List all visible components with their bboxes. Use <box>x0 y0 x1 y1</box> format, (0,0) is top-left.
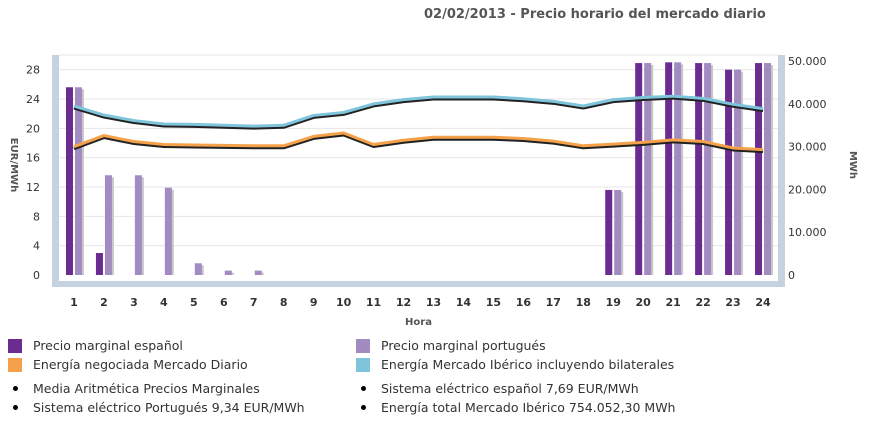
x-tick-label: 16 <box>516 296 532 309</box>
x-tick-label: 14 <box>456 296 472 309</box>
legend-bullet-icon <box>361 386 366 391</box>
bar-precio-portugues <box>734 69 742 276</box>
bar-precio-portugues <box>194 263 202 275</box>
bar-precio-portugues <box>74 87 82 276</box>
x-tick-label: 21 <box>665 296 680 309</box>
bar-precio-portugues <box>104 175 112 275</box>
y-left-tick-label: 12 <box>26 181 40 194</box>
x-tick-label: 17 <box>546 296 561 309</box>
x-tick-label: 15 <box>486 296 501 309</box>
bar-precio-portugues <box>134 175 142 275</box>
legend-label-energia-diario[interactable]: Energía negociada Mercado Diario <box>33 357 248 372</box>
y-right-tick-label: 30.000 <box>788 141 827 154</box>
y-right-tick-label: 10.000 <box>788 226 827 239</box>
legend-swatch-energia-diario <box>8 358 22 372</box>
x-axis-band <box>52 281 785 287</box>
bar-precio-espanol <box>695 63 703 275</box>
bar-precio-espanol <box>65 87 73 276</box>
x-tick-label: 2 <box>100 296 108 309</box>
legend-bullet-icon <box>13 405 18 410</box>
bar-precio-espanol <box>605 189 613 275</box>
left-axis-band <box>52 55 59 287</box>
x-tick-label: 12 <box>396 296 411 309</box>
x-tick-label: 3 <box>130 296 138 309</box>
bar-precio-portugues <box>164 187 172 275</box>
bar-precio-espanol <box>665 62 673 276</box>
y-left-tick-label: 4 <box>33 240 40 253</box>
bar-precio-portugues <box>764 63 772 275</box>
y-left-axis-title: EUR/MWh <box>8 138 19 192</box>
x-tick-label: 9 <box>310 296 318 309</box>
legend-swatch-precio-portugues <box>356 339 370 353</box>
legend-stat-total: Energía total Mercado Ibérico 754.052,30… <box>381 400 676 415</box>
x-tick-label: 1 <box>70 296 78 309</box>
y-left-tick-label: 16 <box>26 152 40 165</box>
legend-label-precio-espanol[interactable]: Precio marginal español <box>33 338 183 353</box>
x-tick-label: 13 <box>426 296 441 309</box>
y-right-tick-label: 0 <box>788 269 795 282</box>
line-energia-iberico <box>73 94 764 128</box>
x-tick-label: 19 <box>606 296 621 309</box>
bar-precio-espanol <box>755 63 763 275</box>
x-tick-label: 8 <box>280 296 288 309</box>
x-tick-label: 18 <box>576 296 591 309</box>
bar-precio-espanol <box>635 63 643 275</box>
right-axis-band <box>778 55 785 287</box>
y-right-tick-label: 20.000 <box>788 183 827 196</box>
x-tick-label: 20 <box>636 296 652 309</box>
legend-stat-media: Media Aritmética Precios Marginales <box>33 381 260 396</box>
x-axis-title: Hora <box>405 317 432 328</box>
y-left-tick-label: 20 <box>26 122 40 135</box>
bar-precio-portugues <box>254 270 262 275</box>
line-shadow-energia-diario <box>73 133 764 154</box>
x-tick-label: 6 <box>220 296 228 309</box>
legend-swatch-precio-espanol <box>8 339 22 353</box>
y-right-tick-label: 50.000 <box>788 55 827 68</box>
y-left-tick-label: 28 <box>26 64 40 77</box>
legend-label-precio-portugues[interactable]: Precio marginal portugués <box>381 338 546 353</box>
bar-precio-portugues <box>614 189 622 275</box>
x-tick-label: 23 <box>725 296 740 309</box>
x-tick-label: 4 <box>160 296 168 309</box>
chart-svg: 0481216202428010.00020.00030.00040.00050… <box>8 54 858 328</box>
line-shadow-energia-iberico <box>73 96 764 130</box>
x-tick-label: 5 <box>190 296 198 309</box>
y-right-tick-label: 40.000 <box>788 98 827 111</box>
bar-precio-espanol <box>725 69 733 276</box>
x-tick-label: 7 <box>250 296 258 309</box>
chart-title: 02/02/2013 - Precio horario del mercado … <box>424 7 766 22</box>
legend-bullet-icon <box>13 386 18 391</box>
y-left-tick-label: 0 <box>33 269 40 282</box>
bar-precio-portugues <box>704 63 712 275</box>
y-right-axis-title: MWh <box>847 151 858 179</box>
legend-label-energia-iberico[interactable]: Energía Mercado Ibérico incluyendo bilat… <box>381 357 675 372</box>
x-tick-label: 22 <box>695 296 710 309</box>
bar-precio-portugues <box>644 63 652 275</box>
x-tick-label: 24 <box>755 296 771 309</box>
legend-swatch-energia-iberico <box>356 358 370 372</box>
bar-precio-portugues <box>224 270 232 275</box>
x-tick-label: 10 <box>336 296 352 309</box>
legend-bullet-icon <box>361 405 366 410</box>
x-tick-label: 11 <box>366 296 381 309</box>
y-left-tick-label: 8 <box>33 210 40 223</box>
bar-precio-portugues <box>674 62 682 276</box>
line-energia-diario <box>73 131 764 152</box>
bar-precio-espanol <box>95 253 103 275</box>
legend-stat-portugues: Sistema eléctrico Portugués 9,34 EUR/MWh <box>33 400 305 415</box>
y-left-tick-label: 24 <box>26 93 40 106</box>
legend-stat-espanol: Sistema eléctrico español 7,69 EUR/MWh <box>381 381 639 396</box>
